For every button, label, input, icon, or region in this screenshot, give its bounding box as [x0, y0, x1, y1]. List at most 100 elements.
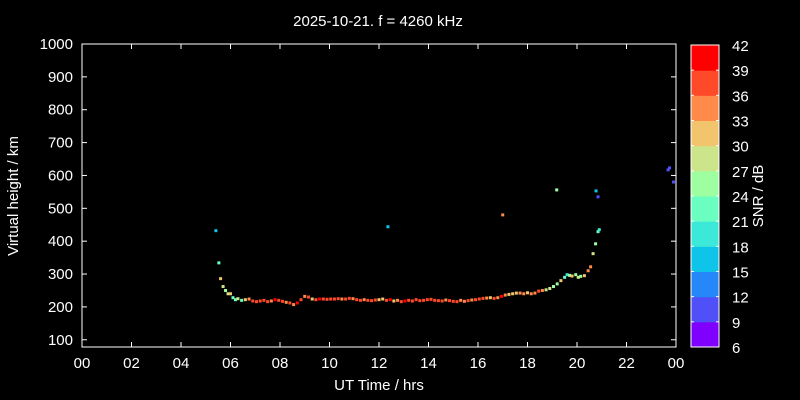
data-point	[568, 273, 572, 277]
data-point	[526, 291, 529, 295]
data-point	[414, 298, 418, 302]
data-point	[266, 300, 270, 304]
data-point	[233, 298, 237, 302]
data-point	[455, 300, 459, 304]
data-point	[344, 297, 348, 301]
data-point	[565, 273, 569, 277]
data-point	[310, 297, 314, 301]
data-point	[306, 295, 310, 299]
data-point	[219, 277, 223, 281]
x-tick-label: 16	[470, 355, 487, 372]
data-point	[496, 296, 500, 300]
data-point	[448, 299, 452, 303]
data-point	[340, 297, 344, 301]
colorbar-tick-label: 15	[732, 265, 749, 282]
colorbar-bin	[691, 271, 719, 298]
y-axis-label: Virtual height / km	[5, 136, 22, 256]
data-point	[236, 297, 240, 301]
x-tick-label: 22	[618, 355, 635, 372]
y-tick-label: 300	[48, 266, 73, 283]
data-point	[351, 297, 355, 301]
data-point	[507, 292, 511, 296]
colorbar-bin	[691, 70, 719, 96]
data-point	[280, 299, 284, 303]
data-point	[269, 299, 273, 303]
colorbar-bin	[691, 145, 719, 172]
y-tick-label: 200	[48, 299, 73, 316]
y-tick-label: 900	[48, 69, 73, 86]
y-tick-label: 700	[48, 135, 73, 152]
data-point	[277, 298, 281, 302]
data-point	[548, 287, 552, 291]
plot-frame	[81, 43, 677, 348]
data-point	[540, 288, 544, 292]
data-point	[370, 299, 374, 303]
data-point	[594, 242, 598, 246]
x-axis-label: UT Time / hrs	[334, 377, 424, 394]
data-point	[407, 298, 411, 302]
data-point	[254, 300, 258, 304]
data-point	[362, 298, 366, 302]
data-point	[303, 294, 307, 298]
x-tick-label: 04	[173, 355, 190, 372]
data-point	[582, 274, 586, 278]
x-tick-label: 02	[123, 355, 140, 372]
colorbar-bin	[691, 246, 719, 272]
colorbar-tick-label: 36	[732, 88, 749, 105]
data-point	[214, 229, 218, 233]
data-point	[347, 296, 351, 300]
data-point	[596, 195, 600, 199]
data-point	[555, 282, 559, 286]
colorbar-bin	[691, 120, 719, 147]
data-point	[462, 299, 466, 303]
data-point	[226, 292, 230, 296]
data-point	[425, 298, 429, 302]
data-point	[418, 299, 422, 303]
data-point	[551, 285, 555, 289]
data-point	[514, 291, 518, 295]
colorbar-bin	[691, 170, 719, 197]
y-tick-label: 500	[48, 200, 73, 217]
data-point	[579, 274, 583, 278]
data-point	[217, 261, 221, 265]
x-tick-label: 20	[569, 355, 586, 372]
data-point	[591, 252, 595, 256]
data-point	[501, 213, 505, 217]
data-point	[555, 188, 559, 192]
data-point	[574, 273, 578, 277]
data-point	[247, 297, 251, 301]
data-point	[332, 297, 336, 301]
colorbar-bin	[691, 321, 719, 348]
data-point	[384, 298, 388, 302]
data-point	[318, 297, 322, 301]
data-point	[258, 299, 262, 303]
data-point	[325, 297, 329, 301]
colorbar-tick-label: 12	[732, 290, 749, 307]
colorbar-tick-label: 21	[732, 214, 749, 231]
data-point	[329, 297, 333, 301]
colorbar-tick-label: 9	[732, 315, 740, 332]
data-point	[396, 298, 400, 302]
data-point	[466, 299, 470, 303]
data-point	[392, 299, 396, 303]
data-point	[288, 301, 292, 305]
data-point	[444, 298, 448, 302]
y-tick-label: 600	[48, 167, 73, 184]
data-point	[488, 296, 492, 300]
colorbar-tick-label: 33	[732, 114, 749, 131]
data-point	[422, 298, 426, 302]
data-point	[474, 298, 478, 302]
y-tick-label: 100	[48, 332, 73, 349]
data-point	[503, 293, 507, 297]
chart-title: 2025-10-21. f = 4260 kHz	[293, 13, 463, 30]
data-point	[273, 298, 277, 302]
data-point	[262, 298, 266, 302]
y-tick-label: 1000	[40, 36, 73, 53]
x-tick-label: 12	[371, 355, 388, 372]
data-point	[570, 274, 574, 278]
data-point	[522, 292, 526, 296]
data-point	[240, 298, 244, 302]
data-point	[589, 265, 593, 269]
x-tick-label: 14	[420, 355, 437, 372]
